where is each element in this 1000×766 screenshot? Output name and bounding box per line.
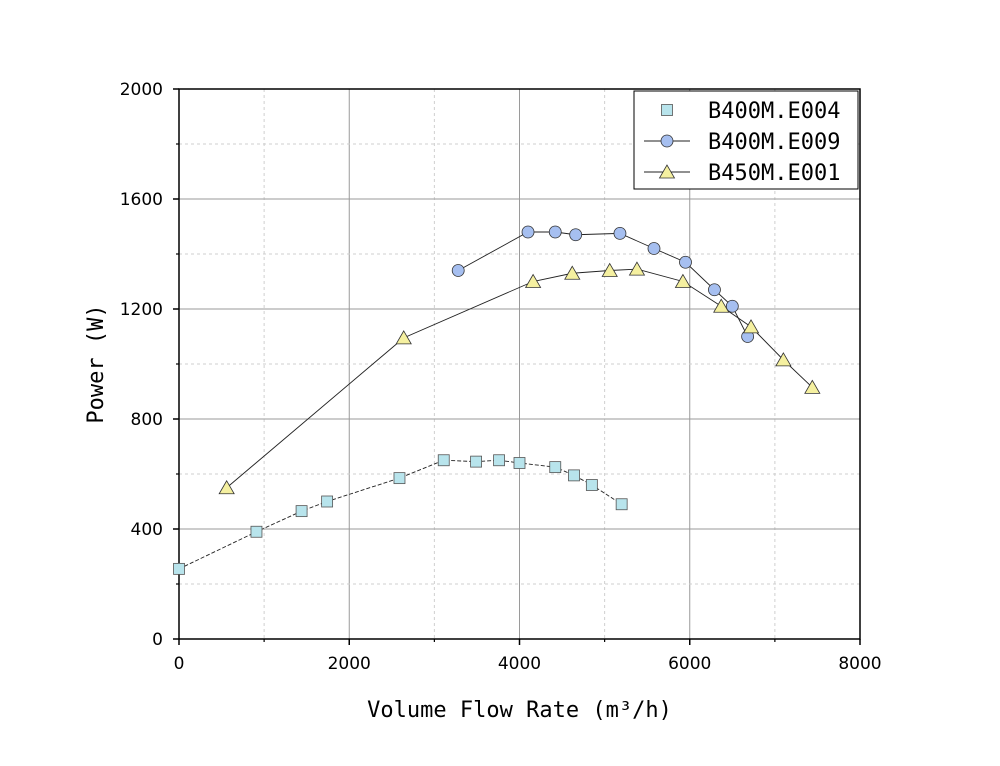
data-point	[524, 273, 542, 288]
series-line	[457, 231, 749, 337]
data-point	[647, 242, 661, 255]
series-B400M.E004	[173, 454, 628, 575]
data-point	[569, 228, 583, 242]
data-point	[615, 498, 628, 511]
y-tick-label: 2000	[120, 80, 163, 100]
data-point	[250, 525, 263, 538]
legend-marker	[660, 134, 674, 148]
x-tick-label: 2000	[328, 654, 371, 674]
data-point	[521, 225, 535, 239]
data-point	[513, 457, 526, 469]
data-point	[775, 352, 792, 367]
data-point	[218, 479, 235, 495]
legend-label: B400M.E009	[708, 130, 840, 155]
legend-marker	[661, 104, 673, 116]
x-tick-label: 6000	[668, 654, 711, 674]
x-tick-label: 4000	[498, 654, 541, 674]
data-point	[395, 330, 412, 345]
data-point	[393, 472, 406, 485]
data-point	[804, 379, 821, 394]
data-point	[321, 495, 334, 508]
data-point	[549, 461, 562, 474]
data-point	[674, 273, 692, 288]
data-point	[585, 479, 598, 491]
y-tick-label: 1200	[120, 300, 163, 320]
legend-item: B400M.E004	[661, 99, 840, 124]
data-point	[493, 454, 505, 467]
data-point	[725, 299, 739, 313]
legend-marker	[658, 164, 676, 179]
data-point	[295, 505, 308, 518]
y-axis-title: Power (W)	[84, 304, 109, 423]
data-point	[568, 469, 580, 482]
data-point	[679, 255, 692, 269]
x-tick-label: 0	[174, 654, 185, 674]
series-B450M.E001	[218, 261, 821, 495]
data-point	[601, 262, 618, 277]
data-point	[708, 283, 721, 297]
data-point	[713, 298, 730, 313]
axis-ticks: 0 2000 4000 6000 8000 0 400 800 1200 1600 2000	[120, 80, 882, 674]
x-axis-title: Volume Flow Rate (m³/h)	[367, 698, 672, 723]
y-tick-label: 400	[131, 520, 163, 540]
grid	[179, 89, 860, 639]
data-point	[451, 264, 465, 277]
data-point	[470, 455, 482, 468]
legend-item: B450M.E001	[644, 161, 840, 186]
y-tick-label: 0	[152, 630, 163, 650]
legend-item: B400M.E009	[644, 130, 840, 155]
legend-label: B450M.E001	[708, 161, 840, 186]
data-point	[742, 319, 760, 334]
data-point	[564, 265, 581, 280]
data-point	[548, 225, 562, 239]
legend-label: B400M.E004	[708, 99, 840, 124]
data-point	[437, 454, 450, 467]
data-point	[173, 562, 185, 575]
y-tick-label: 800	[131, 410, 163, 430]
x-tick-label: 8000	[838, 654, 881, 674]
y-tick-label: 1600	[120, 190, 163, 210]
data-point	[613, 226, 627, 240]
series-B400M.E009	[451, 225, 755, 343]
series-layer	[173, 225, 821, 575]
data-point	[628, 261, 646, 276]
legend: B400M.E004 B400M.E009 B450M.E001	[633, 90, 859, 190]
